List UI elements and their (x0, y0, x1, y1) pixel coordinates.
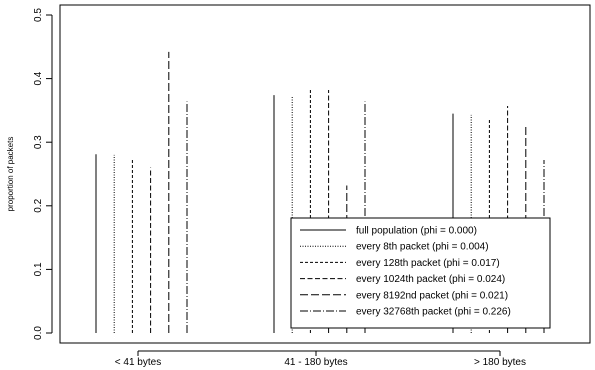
legend-label: every 8th packet (phi = 0.004) (356, 242, 489, 253)
legend-label: every 128th packet (phi = 0.017) (356, 258, 500, 269)
x-tick-label: < 41 bytes (115, 357, 161, 368)
y-tick-label: 0.1 (33, 262, 44, 276)
legend-box (290, 217, 551, 329)
legend-label: every 1024th packet (phi = 0.024) (356, 274, 505, 285)
legend-label: every 8192nd packet (phi = 0.021) (356, 290, 508, 301)
y-tick-label: 0.2 (33, 198, 44, 212)
y-tick-label: 0.0 (33, 326, 44, 340)
x-tick-label: > 180 bytes (474, 357, 526, 368)
x-tick-label: 41 - 180 bytes (284, 357, 347, 368)
legend: full population (phi = 0.000) every 8th p… (290, 217, 551, 329)
y-axis: 0.0 0.1 0.2 0.3 0.4 0.5 (33, 8, 53, 340)
y-tick-label: 0.3 (33, 135, 44, 149)
y-axis-label: proportion of packets (6, 137, 15, 212)
legend-label: full population (phi = 0.000) (356, 226, 477, 237)
plot-frame (59, 4, 591, 344)
y-tick-label: 0.4 (33, 71, 44, 85)
legend-label: every 32768th packet (phi = 0.226) (356, 307, 511, 318)
y-tick-label: 0.5 (33, 8, 44, 22)
x-axis: < 41 bytes 41 - 180 bytes > 180 bytes (115, 350, 526, 368)
